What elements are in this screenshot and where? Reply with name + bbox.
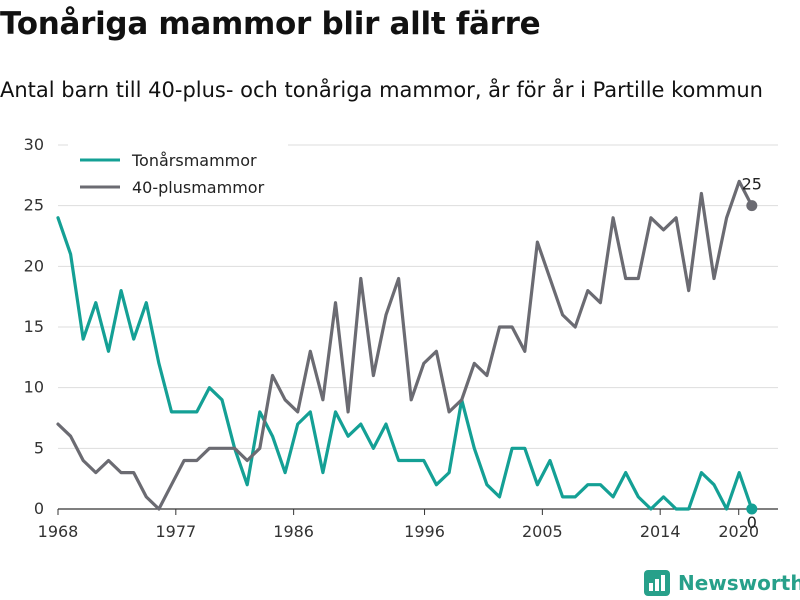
series-line-tonarsmammor [56,216,754,511]
x-tick-label: 2020 [718,522,759,541]
y-axis-ticks: 0 5 10 15 20 25 30 [24,135,44,518]
end-label-40-plusmammor: 25 [742,175,762,194]
y-tick-label: 5 [34,438,44,457]
end-labels: 0 25 [742,175,762,532]
legend-label-40-plusmammor: 40-plusmammor [132,178,265,197]
x-tick-label: 1968 [38,522,79,541]
legend-background [68,142,288,204]
chart-subtitle: Antal barn till 40-plus- och tonåriga ma… [0,78,763,102]
series-line-40-plusmammor [56,179,754,511]
grid-lines [58,144,778,510]
y-tick-label: 30 [24,135,44,154]
x-tick-label: 1996 [404,522,445,541]
chart-title: Tonåriga mammor blir allt färre [0,6,541,42]
x-tick-label: 2014 [640,522,681,541]
x-tick-label: 2005 [522,522,563,541]
x-tick-label: 1977 [155,522,196,541]
end-point-40-plusmammor [746,200,758,212]
legend-label-tonarsmammor: Tonårsmammor [131,151,257,170]
x-axis-ticks: 1968 1977 1986 1996 2005 2014 2020 [38,509,759,541]
end-point-tonarsmammor [746,503,758,515]
series-lines [56,179,754,511]
newsworthy-logo-icon [644,570,670,596]
y-tick-label: 10 [24,378,44,397]
legend: Tonårsmammor 40-plusmammor [68,142,288,204]
brand-name: Newsworthy [678,571,800,595]
y-tick-label: 15 [24,317,44,336]
y-tick-label: 25 [24,196,44,215]
brand: Newsworthy [644,570,800,596]
end-label-tonarsmammor: 0 [747,513,757,532]
y-tick-label: 20 [24,256,44,275]
x-tick-label: 1986 [273,522,314,541]
y-tick-label: 0 [34,499,44,518]
